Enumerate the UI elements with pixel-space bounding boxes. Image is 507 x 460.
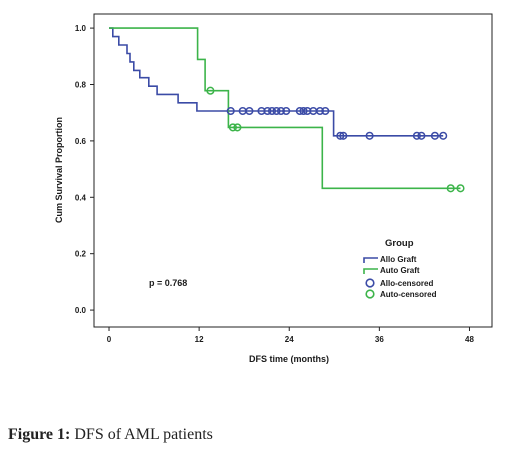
x-tick-label: 48: [465, 335, 474, 344]
allo-censored-marker: [339, 131, 348, 140]
legend-marker-allo-censored: [365, 278, 375, 288]
legend-label-allo-graft: Allo Graft: [380, 255, 417, 264]
allo-censored-marker: [321, 106, 330, 116]
legend-item-allo-censored: Allo-censored: [365, 278, 433, 288]
auto-censored-marker: [233, 123, 242, 132]
x-tick-label: 12: [195, 335, 204, 344]
x-tick-label: 24: [285, 335, 294, 344]
allo-censored-marker: [226, 106, 235, 116]
y-axis-title: Cum Survival Proportion: [54, 117, 64, 223]
legend-label-auto-censored: Auto-censored: [380, 290, 437, 299]
allo-censored-marker: [439, 131, 448, 140]
auto-censored-marker: [446, 184, 455, 193]
figure-caption: Figure 1: DFS of AML patients: [8, 426, 213, 444]
series-line-auto-graft: [109, 27, 461, 190]
allo-censored-marker: [430, 131, 439, 140]
allo-censored-marker: [276, 106, 286, 116]
plot-frame: [93, 13, 493, 328]
allo-censored-marker: [282, 106, 291, 116]
y-tick-label: 0.6: [75, 137, 87, 146]
y-tick-label: 0.8: [75, 80, 87, 89]
y-axis: 0.0 0.2 0.4 0.6 0.8 1.0: [75, 24, 94, 315]
legend-label-auto-graft: Auto Graft: [380, 266, 420, 275]
x-tick-label: 36: [375, 335, 384, 344]
legend-item-auto-censored: Auto-censored: [365, 289, 437, 299]
auto-censored-marker: [456, 184, 465, 193]
legend-item-allo-graft: Allo Graft: [363, 255, 417, 264]
allo-censored-marker: [315, 106, 325, 116]
censor-layer: [206, 86, 465, 193]
allo-censored-marker: [295, 106, 304, 116]
allo-censored-marker: [272, 106, 281, 116]
x-axis: 0 12 24 36 48: [107, 327, 474, 344]
allo-censored-marker: [417, 131, 426, 140]
y-tick-label: 0.2: [75, 250, 87, 259]
allo-censored-marker: [263, 106, 272, 116]
y-tick-label: 1.0: [75, 24, 87, 33]
x-tick-label: 0: [107, 335, 112, 344]
allo-censored-marker: [299, 106, 308, 116]
legend-label-allo-censored: Allo-censored: [380, 279, 433, 288]
x-axis-title: DFS time (months): [249, 354, 329, 364]
p-value-annotation: p = 0.768: [149, 278, 187, 288]
allo-censored-marker: [267, 106, 277, 116]
y-tick-label: 0.0: [75, 306, 87, 315]
series-line-allo-graft: [109, 27, 444, 137]
auto-censored-marker: [206, 86, 215, 95]
allo-censored-marker: [245, 106, 254, 116]
legend-item-auto-graft: Auto Graft: [363, 266, 420, 275]
y-tick-label: 0.4: [75, 193, 87, 202]
legend-marker-auto-censored: [365, 289, 375, 299]
legend-title: Group: [385, 238, 414, 249]
legend: Group Allo Graft Auto Graft Allo-censore…: [363, 238, 437, 299]
figure-caption-text: DFS of AML patients: [74, 426, 213, 443]
auto-censored-marker: [228, 123, 237, 132]
allo-censored-marker: [412, 131, 421, 140]
allo-censored-marker: [336, 131, 345, 140]
km-chart: 0.0 0.2 0.4 0.6 0.8 1.0 0 12 24 36 48 Cum Surviva…: [54, 13, 493, 364]
legend-swatch-allo-graft: [363, 257, 378, 263]
series-layer: [109, 27, 461, 190]
figure-caption-label: Figure 1:: [8, 426, 71, 443]
allo-censored-marker: [365, 131, 374, 140]
legend-swatch-auto-graft: [363, 268, 378, 274]
